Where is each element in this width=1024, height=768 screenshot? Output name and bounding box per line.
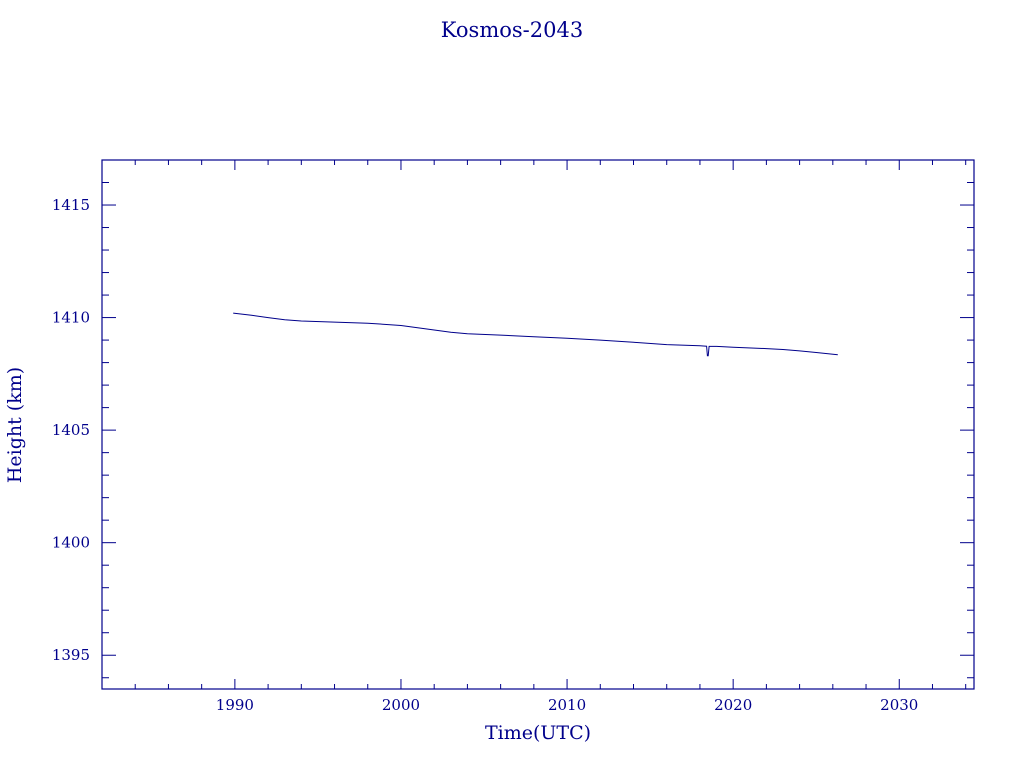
series-group [233, 312, 838, 357]
series-line [233, 312, 838, 357]
chart-title: Kosmos-2043 [441, 18, 583, 42]
x-axis: 1990 2000 2010 2020 2030 [101, 160, 967, 714]
x-tick-label: 2000 [382, 696, 420, 714]
x-axis-label: Time(UTC) [485, 722, 591, 744]
x-tick-label: 2020 [714, 696, 752, 714]
x-tick-label: 2010 [548, 696, 586, 714]
y-tick-label: 1395 [52, 646, 90, 664]
y-tick-label: 1410 [52, 309, 90, 327]
plot-frame [101, 159, 975, 690]
y-tick-label: 1405 [52, 421, 90, 439]
x-tick-label: 2030 [880, 696, 918, 714]
y-tick-label: 1415 [52, 196, 90, 214]
y-tick-label: 1400 [52, 534, 90, 552]
x-tick-label: 1990 [216, 696, 254, 714]
y-axis-label: Height (km) [4, 367, 26, 483]
y-axis: 1395 1400 1405 1410 1415 [52, 159, 974, 679]
